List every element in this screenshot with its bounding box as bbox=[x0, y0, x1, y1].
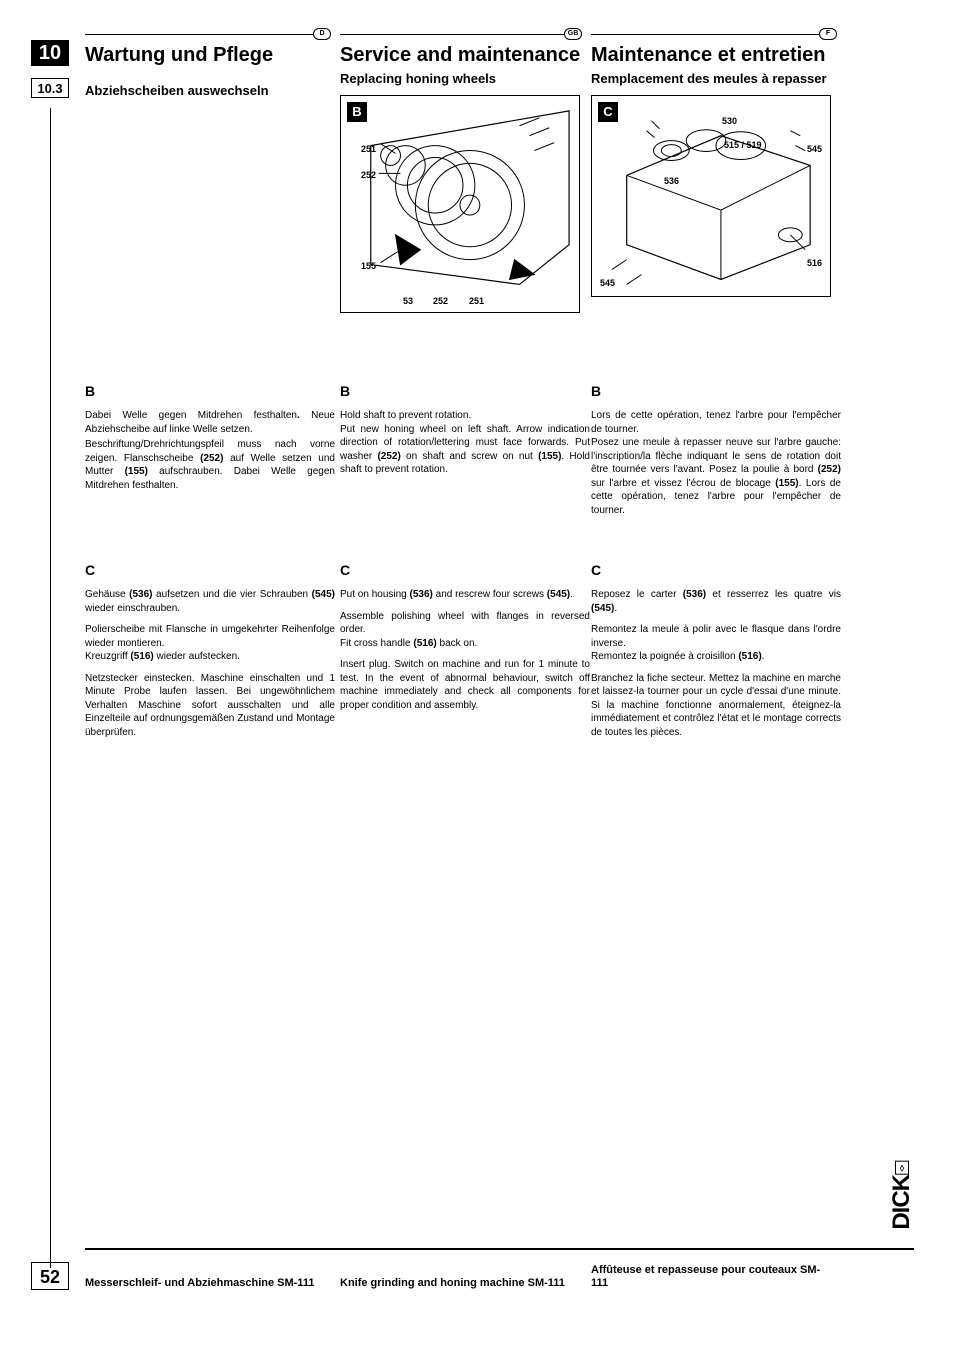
b-head-gb: B bbox=[340, 383, 590, 399]
figure-c: C 530 515 / 519 545 536 bbox=[591, 95, 831, 297]
callout-545r: 545 bbox=[807, 144, 822, 154]
callout-155: 155 bbox=[361, 261, 376, 271]
b-text-fr: Lors de cette opération, tenez l'arbre p… bbox=[591, 409, 841, 517]
lang-badge-de: D bbox=[313, 28, 331, 40]
callout-252-top: 252 bbox=[361, 170, 376, 180]
title-gb: Service and maintenance bbox=[340, 44, 590, 66]
lang-badge-gb: GB bbox=[564, 28, 582, 40]
c-text-de: Gehäuse (536) aufsetzen und die vier Sch… bbox=[85, 588, 335, 739]
c-text-fr: Reposez le carter (536) et resserrez les… bbox=[591, 588, 841, 739]
rule-gb bbox=[340, 34, 564, 35]
bottom-rule bbox=[85, 1248, 914, 1250]
c-head-gb: C bbox=[340, 562, 590, 578]
brand-logo: DICK◊ bbox=[888, 1159, 916, 1230]
section-number: 10 bbox=[31, 40, 69, 66]
callout-252-bot: 252 bbox=[433, 296, 448, 306]
footer-de: Messerschleif- und Abziehmaschine SM-111 bbox=[85, 1277, 315, 1290]
rule-fr bbox=[591, 34, 819, 35]
page-number: 52 bbox=[31, 1262, 69, 1290]
c-head-de: C bbox=[85, 562, 335, 578]
callout-251-bot: 251 bbox=[469, 296, 484, 306]
subtitle-fr: Remplacement des meules à repasser bbox=[591, 72, 841, 87]
callout-516: 516 bbox=[807, 258, 822, 268]
callout-536: 536 bbox=[664, 176, 679, 186]
callout-53: 53 bbox=[403, 296, 413, 306]
b-head-de: B bbox=[85, 383, 335, 399]
callout-515: 515 / 519 bbox=[724, 140, 762, 150]
footer-fr: Affûteuse et repasseuse pour couteaux SM… bbox=[591, 1264, 831, 1290]
c-text-gb: Put on housing (536) and rescrew four sc… bbox=[340, 588, 590, 712]
b-head-fr: B bbox=[591, 383, 841, 399]
footer-gb: Knife grinding and honing machine SM-111 bbox=[340, 1277, 570, 1290]
subtitle-gb: Replacing honing wheels bbox=[340, 72, 590, 87]
callout-251-top: 251 bbox=[361, 144, 376, 154]
b-text-gb: Hold shaft to prevent rotation. Put new … bbox=[340, 409, 590, 477]
subsection-number: 10.3 bbox=[31, 78, 69, 98]
figure-b: B 251 bbox=[340, 95, 580, 313]
b-text-de: Dabei Welle gegen Mitdrehen festhalten. … bbox=[85, 409, 335, 492]
c-head-fr: C bbox=[591, 562, 841, 578]
vertical-rule bbox=[50, 108, 51, 1268]
callout-545l: 545 bbox=[600, 278, 615, 288]
subtitle-de: Abziehscheiben auswechseln bbox=[85, 84, 335, 99]
title-de: Wartung und Pflege bbox=[85, 44, 335, 66]
title-fr: Maintenance et entretien bbox=[591, 44, 841, 66]
callout-530: 530 bbox=[722, 116, 737, 126]
lang-badge-fr: F bbox=[819, 28, 837, 40]
figure-b-svg bbox=[341, 96, 579, 312]
rule-de bbox=[85, 34, 313, 35]
figure-c-svg bbox=[592, 96, 830, 296]
brand-icon: ◊ bbox=[895, 1161, 909, 1175]
